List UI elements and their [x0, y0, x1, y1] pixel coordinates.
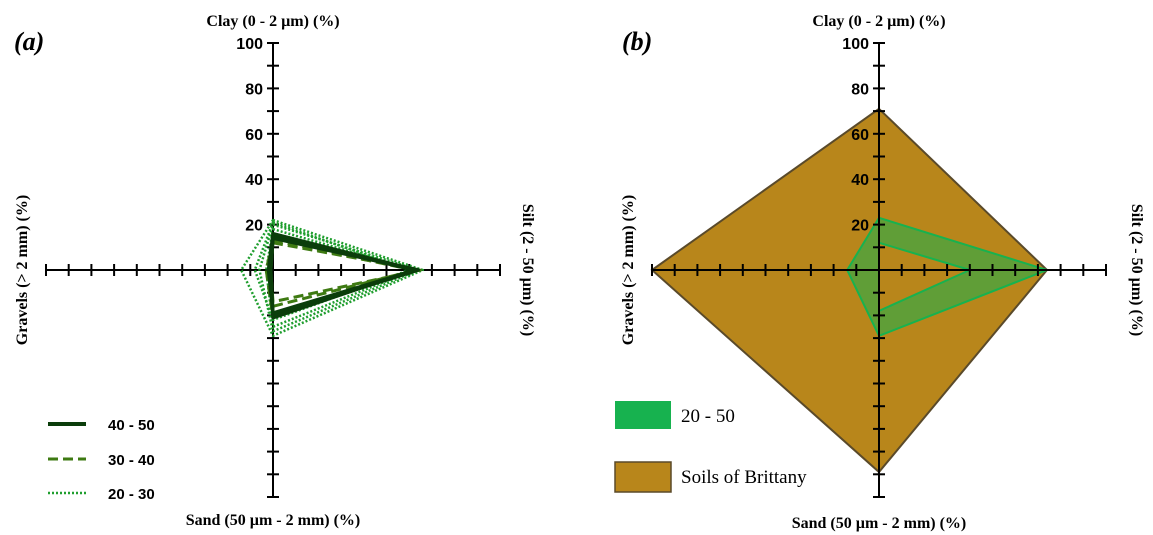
panel-a-plot: 20 40 60 80 100	[45, 36, 501, 498]
tick-label: 40	[245, 172, 263, 189]
legend-label-30-40: 30 - 40	[108, 452, 155, 469]
tick-label: 80	[851, 81, 869, 98]
tick-label: 20	[851, 218, 869, 235]
legend-label-40-50: 40 - 50	[108, 417, 155, 434]
panel-b-plot: 20 40 60 80 100	[650, 36, 1107, 498]
tick-label: 60	[245, 127, 263, 144]
legend-label-soils-of-brittany: Soils of Brittany	[681, 467, 807, 488]
series-40-50	[266, 231, 421, 320]
tick-label: 100	[842, 36, 869, 53]
tick-label: 100	[236, 36, 263, 53]
tick-label: 20	[245, 218, 263, 235]
tick-label: 60	[851, 127, 869, 144]
panel-b-left-axis-title: Gravels (> 2 mm) (%)	[620, 195, 637, 345]
tick-label: 40	[851, 172, 869, 189]
legend-swatch-20-50	[615, 401, 671, 429]
panel-a-left-axis-title: Gravels (> 2 mm) (%)	[14, 195, 31, 345]
panel-a-axes: 20 40 60 80 100	[45, 36, 501, 498]
panel-b-right-axis-title: Silt (2 - 50 µm) (%)	[1128, 204, 1145, 336]
panel-a-label: (a)	[14, 27, 44, 56]
radar-line	[253, 221, 411, 322]
legend-label-20-30: 20 - 30	[108, 486, 155, 503]
panel-b-bottom-axis-title: Sand (50 µm - 2 mm) (%)	[792, 515, 967, 532]
radar-line	[239, 218, 425, 338]
legend-swatch-soils-of-brittany	[614, 461, 672, 493]
panel-b-axes: 20 40 60 80 100	[651, 36, 1107, 498]
panel-a-right-axis-title: Silt (2 - 50 µm) (%)	[519, 204, 536, 336]
panel-a-top-axis-title: Clay (0 - 2 µm) (%)	[206, 13, 339, 30]
panel-b-legend: 20 - 50 Soils of Brittany	[614, 401, 807, 493]
panel-b-top-axis-title: Clay (0 - 2 µm) (%)	[812, 13, 945, 30]
panel-a-legend: 40 - 50 30 - 40 20 - 30	[48, 417, 155, 503]
tick-label: 80	[245, 81, 263, 98]
legend-label-20-50: 20 - 50	[681, 406, 735, 427]
panel-b-label: (b)	[622, 27, 652, 56]
radar-line	[266, 231, 418, 315]
panel-a-bottom-axis-title: Sand (50 µm - 2 mm) (%)	[186, 512, 361, 529]
radar-line	[258, 223, 420, 333]
